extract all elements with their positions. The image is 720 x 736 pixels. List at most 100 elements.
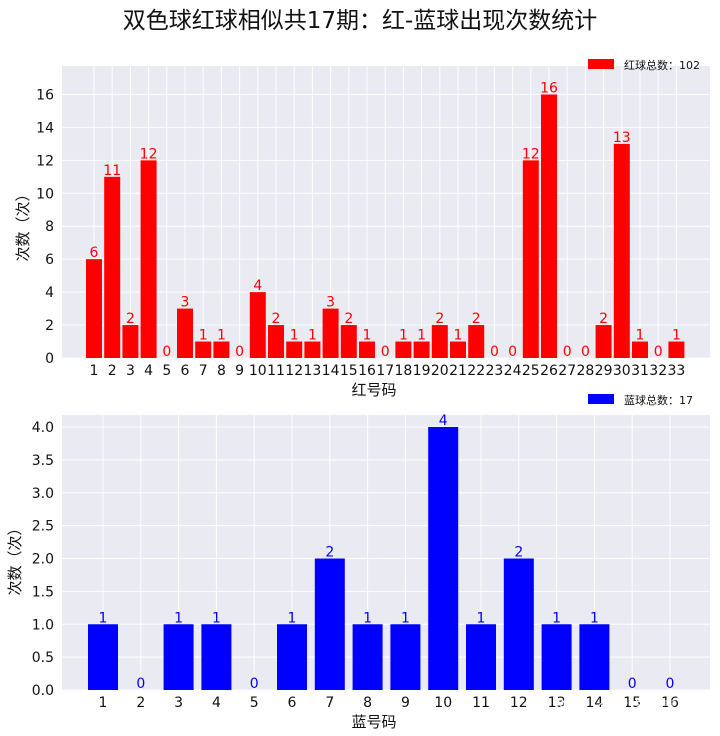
- red-x-tick-label: 9: [235, 363, 244, 379]
- red-x-tick-label: 25: [522, 363, 540, 379]
- red-bar-value-17: 0: [381, 344, 390, 360]
- blue-bar-value-13: 1: [552, 610, 561, 626]
- red-x-tick-label: 8: [217, 363, 226, 379]
- blue-x-tick-label: 6: [288, 695, 297, 711]
- red-bar-value-29: 2: [599, 311, 608, 327]
- red-y-tick-label: 6: [45, 252, 54, 268]
- red-bar-value-5: 0: [162, 344, 171, 360]
- blue-plot-area: [62, 415, 710, 690]
- red-bar-31: [632, 341, 648, 358]
- blue-bar-9: [390, 624, 421, 690]
- blue-bar-value-12: 2: [514, 545, 523, 561]
- red-bar-value-33: 1: [672, 328, 681, 344]
- red-x-tick-label: 21: [449, 363, 467, 379]
- blue-bar-value-10: 4: [439, 413, 448, 429]
- red-x-tick-label: 18: [394, 363, 412, 379]
- blue-bar-value-4: 1: [212, 610, 221, 626]
- red-x-tick-label: 6: [181, 363, 190, 379]
- blue-bar-4: [201, 624, 232, 690]
- red-x-axis-label: 红号码: [351, 381, 396, 399]
- red-bar-value-23: 0: [490, 344, 499, 360]
- red-bar-value-11: 2: [272, 311, 281, 327]
- red-x-tick-label: 29: [595, 363, 613, 379]
- red-y-tick-label: 12: [36, 153, 54, 169]
- blue-y-tick-label: 1.0: [32, 617, 54, 633]
- red-y-tick-label: 8: [45, 219, 54, 235]
- blue-bar-14: [579, 624, 610, 690]
- watermark-text: 知乎 @数字故事: [559, 698, 676, 717]
- red-x-tick-label: 16: [358, 363, 376, 379]
- blue-y-tick-label: 0.0: [32, 683, 54, 699]
- red-bar-value-2: 11: [103, 163, 121, 179]
- chart-title: 双色球红球相似共17期：红-蓝球出现次数统计: [123, 8, 598, 34]
- blue-bar-value-14: 1: [590, 610, 599, 626]
- red-bar-value-6: 3: [181, 295, 190, 311]
- blue-x-tick-label: 10: [434, 695, 452, 711]
- red-bar-26: [541, 94, 557, 359]
- red-bar-value-13: 1: [308, 328, 317, 344]
- blue-y-tick-label: 4.0: [32, 420, 54, 436]
- blue-x-tick-label: 11: [472, 695, 490, 711]
- blue-x-tick-label: 7: [325, 695, 334, 711]
- red-x-tick-label: 1: [90, 363, 99, 379]
- red-bar-value-8: 1: [217, 328, 226, 344]
- red-bar-value-15: 2: [344, 311, 353, 327]
- red-y-tick-label: 4: [45, 285, 54, 301]
- red-bar-15: [340, 325, 357, 358]
- red-y-tick-label: 2: [45, 318, 54, 334]
- red-y-tick-label: 0: [45, 351, 54, 367]
- blue-bar-12: [503, 558, 534, 690]
- blue-y-tick-label: 3.0: [32, 486, 54, 502]
- blue-bar-value-11: 1: [477, 610, 486, 626]
- blue-x-tick-label: 4: [212, 695, 221, 711]
- red-plot-area: [62, 66, 710, 358]
- red-bar-11: [268, 325, 284, 358]
- blue-x-tick-label: 8: [363, 695, 372, 711]
- red-bar-22: [468, 325, 485, 358]
- red-x-tick-label: 19: [413, 363, 431, 379]
- red-bar-value-1: 6: [90, 245, 99, 261]
- red-bar-6: [177, 308, 193, 358]
- red-bar-value-10: 4: [253, 278, 262, 294]
- blue-y-tick-label: 1.5: [32, 584, 54, 600]
- red-x-tick-label: 5: [162, 363, 171, 379]
- blue-bar-value-9: 1: [401, 610, 410, 626]
- red-x-tick-label: 30: [613, 363, 631, 379]
- blue-bar-8: [352, 624, 383, 690]
- red-bar-value-26: 16: [540, 80, 558, 96]
- blue-x-tick-label: 13: [548, 695, 566, 711]
- red-bar-value-22: 2: [472, 311, 481, 327]
- red-bar-value-31: 1: [636, 328, 645, 344]
- blue-x-tick-label: 16: [661, 695, 679, 711]
- red-x-tick-label: 17: [376, 363, 394, 379]
- red-bar-value-18: 1: [399, 328, 408, 344]
- red-x-tick-label: 14: [322, 363, 340, 379]
- red-x-tick-label: 3: [126, 363, 135, 379]
- blue-bar-13: [541, 624, 572, 690]
- red-bar-value-14: 3: [326, 295, 335, 311]
- blue-bar-7: [314, 558, 345, 690]
- blue-x-tick-label: 9: [401, 695, 410, 711]
- blue-bar-6: [277, 624, 307, 690]
- blue-y-tick-label: 2.0: [32, 552, 54, 568]
- blue-bar-1: [88, 624, 118, 690]
- red-bar-3: [122, 325, 139, 358]
- red-bar-21: [450, 341, 466, 358]
- blue-x-tick-label: 3: [174, 695, 183, 711]
- red-y-tick-label: 16: [36, 87, 54, 103]
- red-bar-value-32: 0: [654, 344, 663, 360]
- red-bar-value-19: 1: [417, 328, 426, 344]
- red-bar-value-9: 0: [235, 344, 244, 360]
- blue-x-tick-label: 15: [623, 695, 641, 711]
- blue-bar-value-7: 2: [325, 545, 334, 561]
- blue-bar-10: [428, 427, 459, 690]
- red-bar-value-30: 13: [613, 130, 631, 146]
- red-x-tick-label: 15: [340, 363, 358, 379]
- red-bar-value-25: 12: [522, 146, 540, 162]
- red-x-tick-label: 11: [267, 363, 285, 379]
- blue-bar-3: [163, 624, 194, 690]
- red-bar-19: [413, 341, 430, 358]
- red-x-tick-label: 4: [144, 363, 153, 379]
- blue-y-tick-label: 0.5: [32, 650, 54, 666]
- red-bar-20: [431, 325, 448, 358]
